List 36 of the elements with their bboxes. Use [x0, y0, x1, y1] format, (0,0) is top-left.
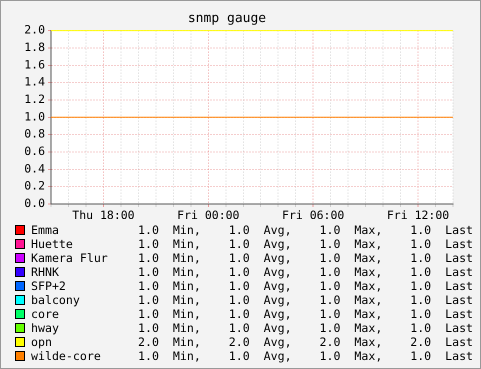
legend-label: RHNK [31, 265, 60, 279]
y-tick-label: 0.2 [24, 178, 45, 193]
y-tick-label: 1.6 [24, 57, 46, 72]
text: 1.0 Min, 1.0 Avg, 1.0 Max, 1.0 Last [138, 293, 474, 307]
text: 1.0 Min, 1.0 Avg, 1.0 Max, 1.0 Last [138, 223, 474, 237]
text: 1.0 Min, 1.0 Avg, 1.0 Max, 1.0 Last [138, 321, 474, 335]
text: 2.0 Min, 2.0 Avg, 2.0 Max, 2.0 Last [138, 335, 474, 349]
legend-label: opn [31, 335, 53, 349]
legend-label: core [31, 307, 60, 321]
chart-title: snmp gauge [188, 11, 266, 26]
legend-label: Kamera Flur [31, 251, 109, 265]
y-tick-label: 1.2 [24, 92, 45, 106]
text: 1.0 Min, 1.0 Avg, 1.0 Max, 1.0 Last [138, 237, 474, 251]
legend-label: balcony [31, 293, 81, 307]
y-tick-label: 2.0 [24, 22, 46, 37]
y-tick-label: 0.0 [24, 196, 46, 210]
x-tick-label: Thu 18:00 [72, 208, 135, 222]
text: 1.0 Min, 1.0 Avg, 1.0 Max, 1.0 Last [138, 251, 474, 265]
x-tick-label: Fri 06:00 [282, 208, 344, 222]
y-tick-label: 1.4 [24, 74, 46, 89]
text: 1.0 Min, 1.0 Avg, 1.0 Max, 1.0 Last [138, 265, 474, 279]
legend-label: SFP+2 [31, 279, 67, 293]
y-tick-label: 1.0 [24, 109, 46, 124]
x-tick-label: Fri 12:00 [386, 208, 450, 222]
text: 1.0 Min, 1.0 Avg, 1.0 Max, 1.0 Last [138, 279, 474, 293]
text: 1.0 Min, 1.0 Avg, 1.0 Max, 1.0 Last [138, 349, 474, 363]
y-tick-label: 0.4 [24, 161, 46, 176]
y-tick-label: 0.6 [24, 144, 46, 158]
y-tick-label: 0.8 [24, 126, 46, 141]
y-tick-label: 1.8 [24, 40, 46, 54]
legend-label: Emma [31, 223, 60, 237]
legend-label: hway [31, 321, 60, 335]
text: 1.0 Min, 1.0 Avg, 1.0 Max, 1.0 Last [138, 307, 474, 321]
legend-label: Huette [31, 237, 74, 251]
legend-label: wilde-core [31, 349, 102, 363]
x-tick-label: Fri 00:00 [177, 208, 240, 222]
